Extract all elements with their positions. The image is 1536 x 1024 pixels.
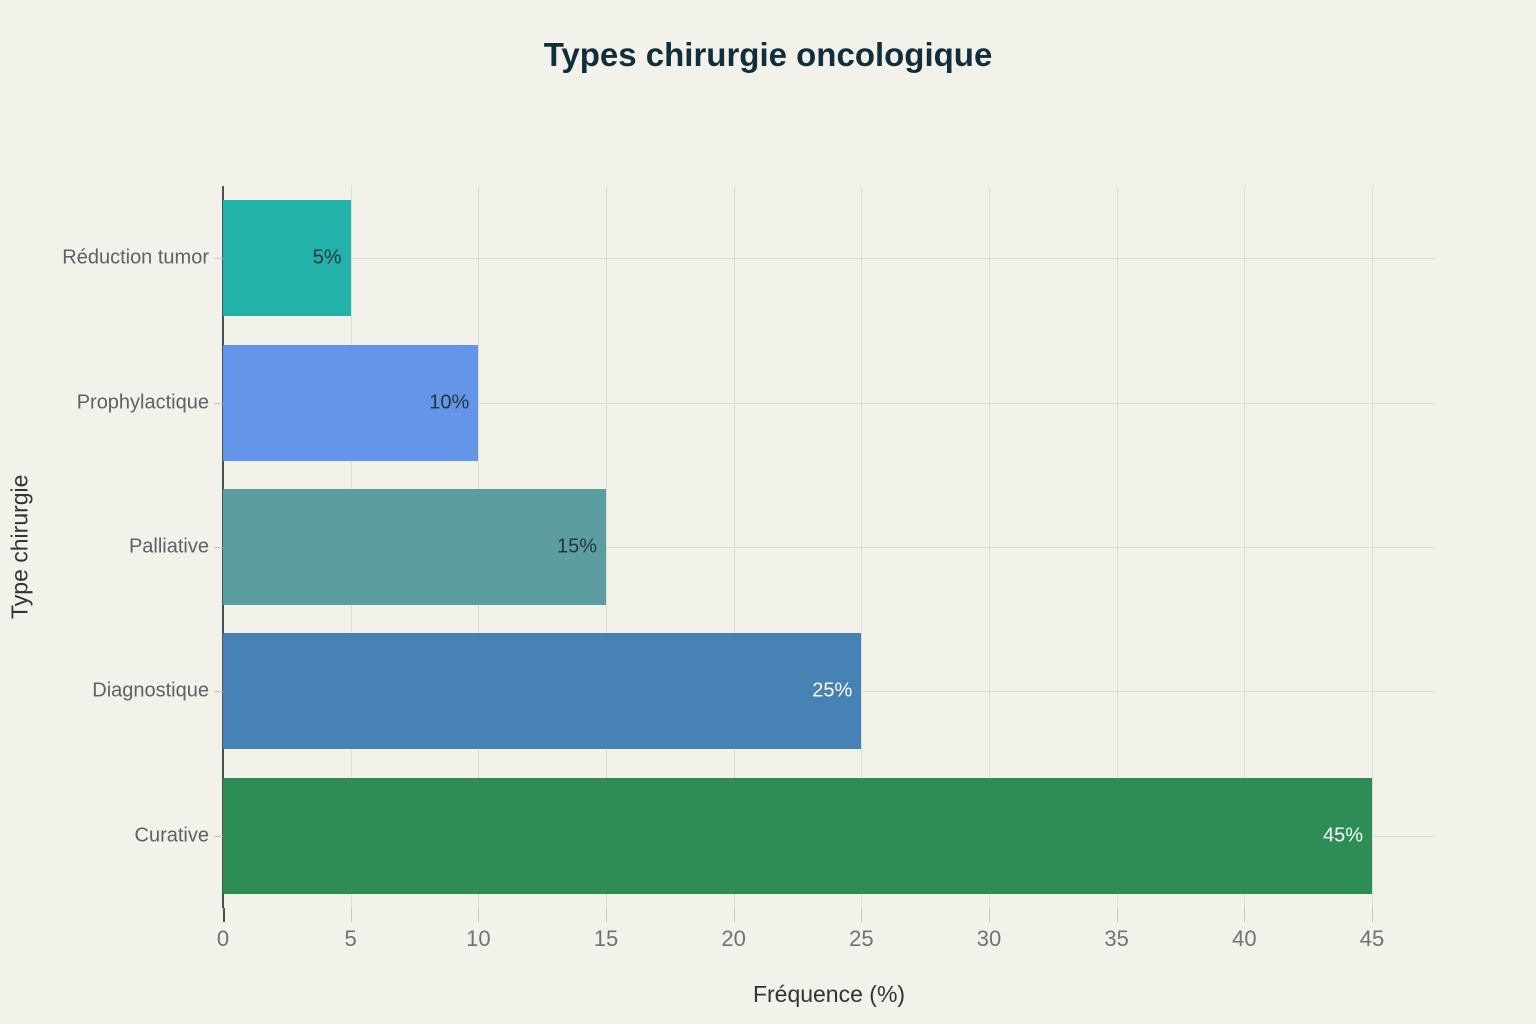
bar-palliative[interactable]: 15% [223, 489, 606, 605]
bar-value-label: 5% [312, 246, 342, 269]
x-gridline [1116, 186, 1118, 908]
y-tick [214, 547, 223, 548]
y-gridline [223, 258, 1435, 260]
y-tick [214, 258, 223, 260]
x-tick-label: 30 [976, 926, 1002, 951]
x-tick [733, 908, 735, 922]
chart-title: Types chirurgie oncologique [543, 36, 993, 73]
plot-area: 5% Réduction tumor 10% Prophylactique 15% Pal… [62, 186, 1435, 951]
x-tick [989, 908, 990, 922]
x-tick-label: 40 [1232, 926, 1257, 951]
x-tick-label: 45 [1359, 926, 1385, 951]
bar-value-label: 15% [556, 535, 597, 558]
x-gridline [1244, 186, 1246, 908]
bar-curative[interactable]: 45% [223, 777, 1372, 894]
x-tick-label: 10 [466, 926, 491, 951]
x-gridline [861, 186, 863, 908]
x-tick-label: 5 [344, 926, 357, 951]
y-tick [214, 402, 223, 404]
x-tick [223, 908, 225, 922]
bar-diagnostique[interactable]: 25% [223, 633, 862, 750]
x-gridline [989, 186, 990, 908]
bar-value-label: 25% [812, 679, 853, 702]
x-tick [606, 908, 607, 922]
category-label: Réduction tumor [62, 246, 209, 269]
x-tick [861, 908, 863, 922]
x-tick [478, 908, 480, 922]
x-tick [1116, 908, 1118, 922]
category-label: Diagnostique [92, 679, 209, 702]
bar-value-label: 10% [429, 391, 470, 414]
x-gridline [606, 186, 607, 908]
category-label: Prophylactique [76, 391, 209, 414]
x-tick [1244, 908, 1246, 922]
x-tick [1372, 908, 1373, 922]
y-tick [214, 691, 223, 693]
x-gridline [1372, 186, 1373, 908]
x-tick-label: 35 [1104, 926, 1129, 951]
x-tick [350, 908, 352, 922]
x-tick-label: 25 [849, 926, 874, 951]
bar-value-label: 45% [1322, 824, 1363, 847]
y-gridline [223, 402, 1435, 404]
x-tick-label: 20 [721, 926, 746, 951]
y-gridline [223, 547, 1435, 548]
category-label: Curative [134, 824, 209, 847]
y-axis-title: Type chirurgie [6, 474, 33, 620]
y-tick [214, 835, 223, 837]
category-label: Palliative [128, 535, 209, 558]
x-tick-label: 15 [593, 926, 619, 951]
x-gridline [733, 186, 735, 908]
x-tick-label: 0 [216, 926, 230, 951]
x-axis-title: Fréquence (%) [752, 981, 906, 1007]
bar-prophylactique[interactable]: 10% [223, 344, 479, 461]
bar-r-duction-tumor[interactable]: 5% [223, 200, 351, 317]
